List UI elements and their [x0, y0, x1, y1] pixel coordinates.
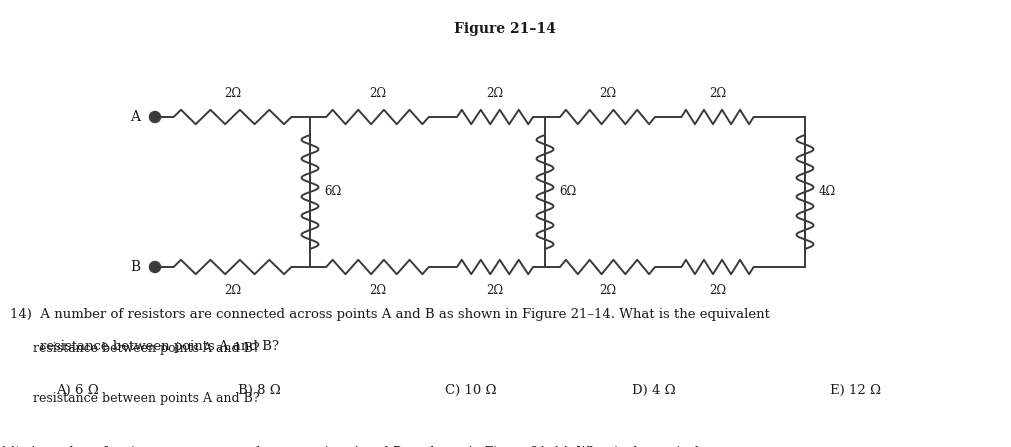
Text: resistance between points A and B?: resistance between points A and B?	[40, 340, 279, 353]
Text: Figure 21–14: Figure 21–14	[454, 22, 555, 36]
Text: A: A	[129, 110, 140, 124]
Text: 2Ω: 2Ω	[486, 87, 503, 100]
Text: B: B	[129, 260, 140, 274]
Text: 2Ω: 2Ω	[709, 87, 725, 100]
Text: A) 6 Ω: A) 6 Ω	[56, 384, 98, 397]
Text: 6Ω: 6Ω	[558, 186, 575, 198]
Text: 2Ω: 2Ω	[486, 284, 503, 297]
Text: 14)  A number of resistors are connected across points A and B as shown in Figur: 14) A number of resistors are connected …	[10, 308, 769, 321]
Text: 2Ω: 2Ω	[369, 87, 385, 100]
Text: 14)  A number of resistors are connected across points A and B as shown in Figur: 14) A number of resistors are connected …	[0, 446, 719, 447]
Text: E) 12 Ω: E) 12 Ω	[829, 384, 880, 397]
Text: B) 8 Ω: B) 8 Ω	[238, 384, 280, 397]
Text: 2Ω: 2Ω	[599, 284, 616, 297]
Text: resistance between points A and B?: resistance between points A and B?	[5, 342, 260, 355]
Text: 2Ω: 2Ω	[369, 284, 385, 297]
Text: 2Ω: 2Ω	[223, 284, 241, 297]
Text: 4Ω: 4Ω	[818, 186, 835, 198]
Circle shape	[150, 261, 161, 273]
Text: 6Ω: 6Ω	[324, 186, 341, 198]
Text: resistance between points A and B?: resistance between points A and B?	[5, 392, 260, 405]
Circle shape	[150, 111, 161, 122]
Text: 2Ω: 2Ω	[709, 284, 725, 297]
Text: 2Ω: 2Ω	[223, 87, 241, 100]
Text: C) 10 Ω: C) 10 Ω	[445, 384, 496, 397]
Text: D) 4 Ω: D) 4 Ω	[632, 384, 675, 397]
Text: 2Ω: 2Ω	[599, 87, 616, 100]
